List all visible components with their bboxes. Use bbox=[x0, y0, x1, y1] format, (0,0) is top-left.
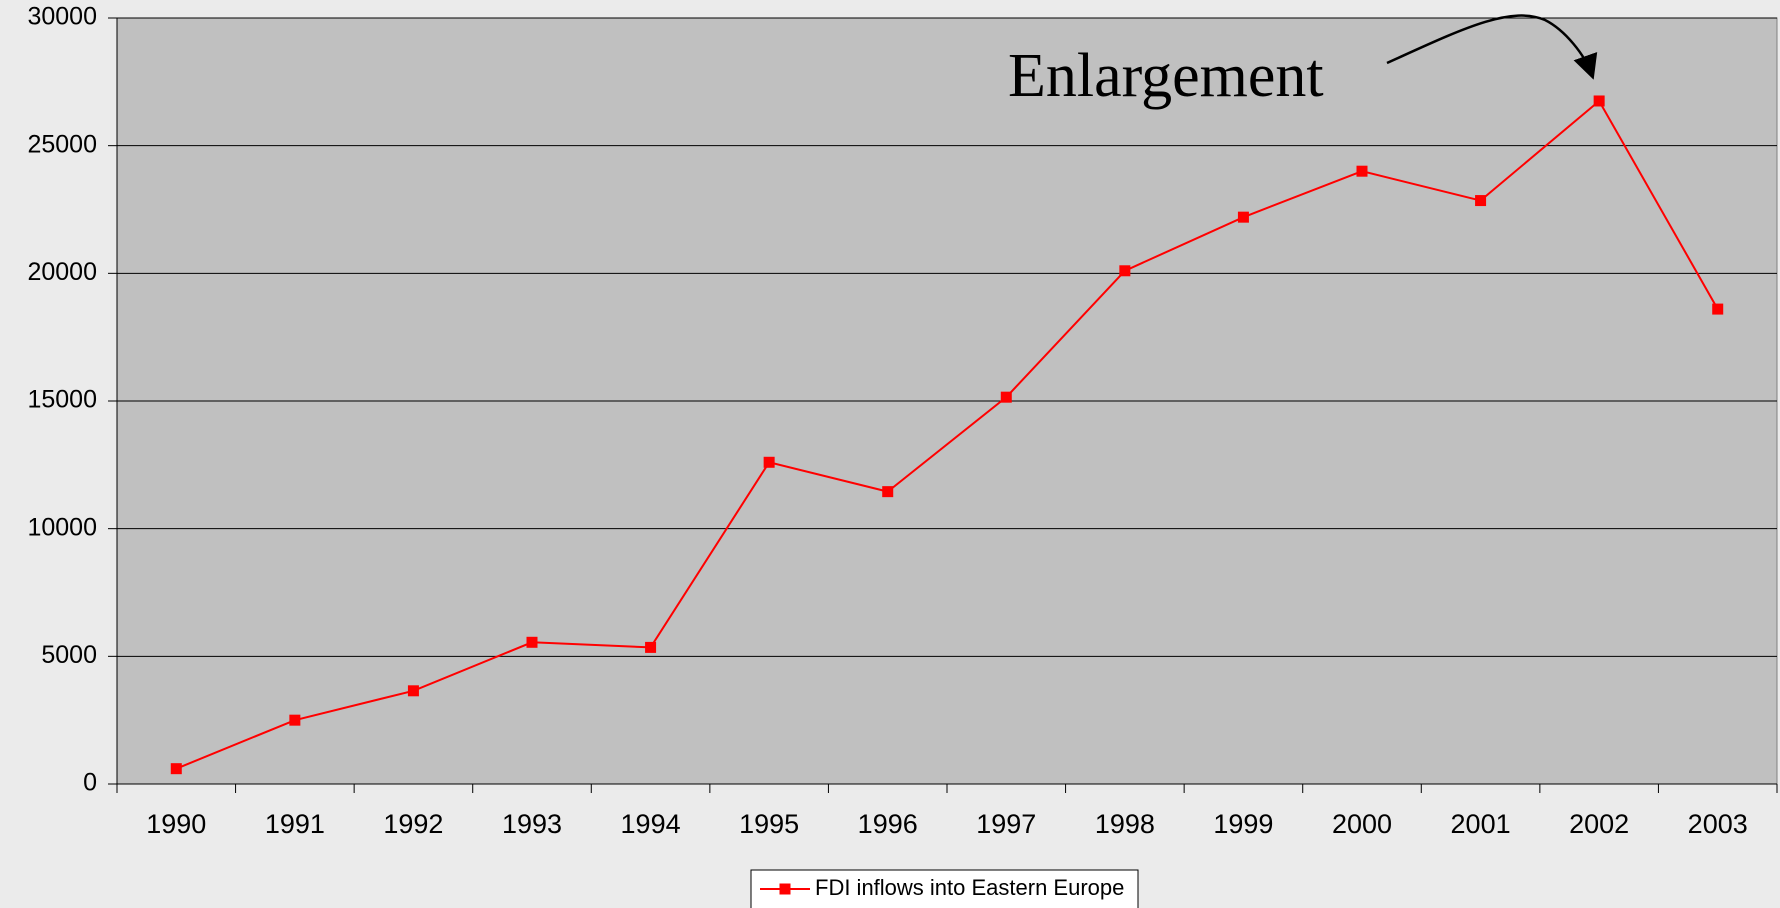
x-tick-label: 1992 bbox=[383, 809, 443, 839]
x-tick-label: 2002 bbox=[1569, 809, 1629, 839]
data-point bbox=[1475, 195, 1487, 207]
series-line bbox=[175, 99, 1719, 770]
x-tick-label: 1997 bbox=[976, 809, 1036, 839]
y-tick-label: 10000 bbox=[27, 513, 97, 541]
x-tick-label: 1991 bbox=[265, 809, 325, 839]
x-tick-label: 2003 bbox=[1688, 809, 1748, 839]
legend-box bbox=[750, 869, 1139, 908]
data-point bbox=[763, 456, 775, 468]
data-point bbox=[1712, 303, 1724, 315]
data-point bbox=[1119, 265, 1131, 277]
data-point bbox=[645, 641, 657, 653]
x-tick-label: 1995 bbox=[739, 809, 799, 839]
annotation-arrow bbox=[1386, 14, 1598, 80]
y-tick-label: 0 bbox=[83, 769, 97, 797]
data-point bbox=[526, 636, 538, 648]
x-tick-label: 1999 bbox=[1213, 809, 1273, 839]
x-tick-label: 1990 bbox=[146, 809, 206, 839]
data-point bbox=[1237, 211, 1249, 223]
y-tick-label: 15000 bbox=[27, 386, 97, 414]
x-tick-label: 2000 bbox=[1332, 809, 1392, 839]
x-tick-label: 1998 bbox=[1095, 809, 1155, 839]
legend-marker bbox=[779, 883, 791, 895]
y-tick-label: 5000 bbox=[41, 641, 97, 669]
data-point bbox=[1593, 95, 1605, 107]
legend: FDI inflows into Eastern Europe bbox=[750, 869, 1139, 908]
x-tick-label: 2001 bbox=[1451, 809, 1511, 839]
data-point bbox=[882, 486, 894, 498]
x-tick-label: 1996 bbox=[858, 809, 918, 839]
data-point bbox=[289, 714, 301, 726]
data-point bbox=[407, 685, 419, 697]
x-tick-label: 1994 bbox=[621, 809, 681, 839]
data-point bbox=[170, 763, 182, 775]
y-tick-label: 30000 bbox=[27, 3, 97, 31]
y-tick-label: 25000 bbox=[27, 130, 97, 158]
data-point bbox=[1000, 391, 1012, 403]
annotation: Enlargement bbox=[1008, 42, 1324, 110]
legend-label: FDI inflows into Eastern Europe bbox=[815, 875, 1124, 900]
x-tick-label: 1993 bbox=[502, 809, 562, 839]
y-tick-label: 20000 bbox=[27, 258, 97, 286]
data-point bbox=[1356, 165, 1368, 177]
